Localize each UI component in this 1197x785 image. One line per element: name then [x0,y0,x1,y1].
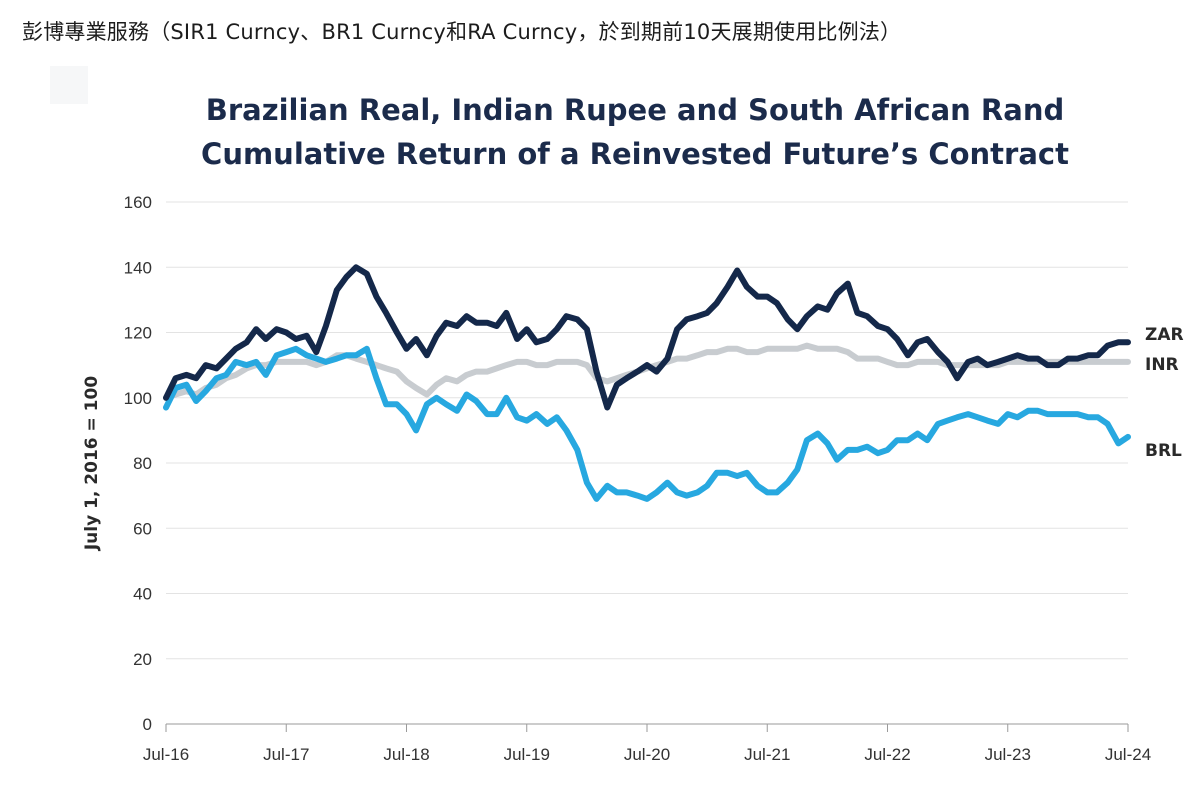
logo-placeholder [50,66,88,104]
series-labels: ZAR INR BRL [1145,325,1184,461]
x-tick-label: Jul-21 [744,745,790,764]
y-tick-label: 20 [133,650,152,669]
y-tick-label: 60 [133,519,152,538]
series-line-zar [163,264,1131,411]
y-tick-label: 160 [124,193,152,212]
y-tick-label: 120 [124,324,152,343]
x-tick-label: Jul-22 [864,745,910,764]
chart-title-line-2: Cumulative Return of a Reinvested Future… [201,137,1069,171]
y-tick-label: 40 [133,585,152,604]
series-label-zar: ZAR [1145,325,1184,345]
x-axis-ticks: Jul-16 Jul-17 Jul-18 Jul-19 Jul-20 Jul-21 Jul-… [143,724,1151,764]
x-tick-label: Jul-18 [383,745,429,764]
x-tick-label: Jul-17 [263,745,309,764]
x-tick-label: Jul-16 [143,745,189,764]
x-tick-label: Jul-20 [624,745,670,764]
series-label-inr: INR [1145,355,1179,375]
series-label-brl: BRL [1145,441,1182,461]
y-tick-label: 100 [124,389,152,408]
source-note: 彭博專業服務（SIR1 Curncy、BR1 Curncy和RA Curncy，… [22,20,902,44]
y-tick-label: 140 [124,258,152,277]
grid-lines [166,201,1128,725]
chart-title-line-1: Brazilian Real, Indian Rupee and South A… [205,93,1065,127]
y-tick-label: 0 [143,715,152,734]
series-line-brl [163,345,1131,502]
x-tick-label: Jul-24 [1105,745,1151,764]
x-tick-label: Jul-23 [985,745,1031,764]
chart-title: Brazilian Real, Indian Rupee and South A… [0,88,1197,176]
y-axis-ticks: 160 140 120 100 80 60 40 20 0 [124,193,152,734]
series-lines [163,264,1131,502]
y-tick-label: 80 [133,454,152,473]
x-tick-label: Jul-19 [504,745,550,764]
y-axis-title: July 1, 2016 = 100 [82,376,102,552]
